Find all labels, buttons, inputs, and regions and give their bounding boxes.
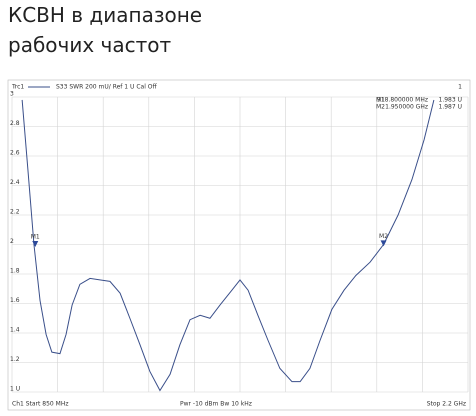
trace-line: [21, 99, 435, 392]
marker-triangle: [32, 241, 39, 248]
marker-triangle: [380, 240, 387, 247]
y-tick-label: 1.4: [10, 327, 20, 334]
y-tick-label: 1.8: [10, 268, 20, 275]
y-tick-label: 2.4: [10, 179, 20, 186]
footer-stop: Stop 2.2 GHz: [427, 401, 466, 408]
marker-table-value: 1.983 U: [439, 97, 462, 104]
marker-label: M1: [31, 234, 40, 241]
y-tick-label: 1.6: [10, 297, 20, 304]
trace-label: Trc1: [11, 84, 24, 91]
y-tick-label: 1.2: [10, 356, 20, 363]
measurement-label: S33 SWR 200 mU/ Ref 1 U Cal Off: [56, 84, 157, 91]
marker-label: M2: [379, 233, 388, 240]
y-tick-label: 3: [10, 91, 14, 98]
marker-table-value: 1.987 U: [439, 104, 462, 111]
y-tick-label: 2: [10, 238, 14, 245]
y-tick-label: 2.6: [10, 150, 20, 157]
y-tick-label: 2.2: [10, 209, 20, 216]
footer-start: Ch1 Start 850 MHz: [12, 401, 68, 408]
footer-power: Pwr -10 dBm Bw 10 kHz: [180, 401, 252, 408]
marker-table-name: M2: [376, 104, 385, 111]
channel-label: 1: [458, 84, 462, 91]
marker-table-x: 1.950000 GHz: [385, 104, 428, 111]
y-tick-label: 1 U: [10, 386, 20, 393]
marker-table-x: 918.800000 MHz: [377, 97, 428, 104]
chart-frame: [7, 79, 471, 411]
y-tick-label: 2.8: [10, 120, 20, 127]
marker-table-name: M1: [376, 97, 385, 104]
title-line: КСВН в диапазоне: [8, 3, 202, 27]
title-line: рабочих частот: [8, 33, 171, 57]
